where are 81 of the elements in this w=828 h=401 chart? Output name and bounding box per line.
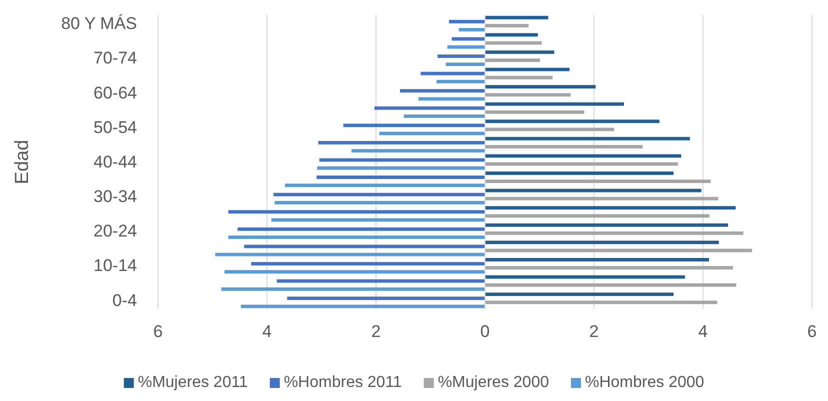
bar bbox=[317, 166, 485, 170]
bar bbox=[316, 176, 485, 179]
bar bbox=[224, 270, 485, 274]
bar bbox=[485, 110, 584, 114]
y-tick-label: 80 Y MÁS bbox=[61, 14, 137, 34]
bar bbox=[318, 140, 485, 144]
bar bbox=[485, 24, 529, 28]
y-tick-label: 10-14 bbox=[94, 256, 137, 276]
y-tick-label: 70-74 bbox=[94, 48, 137, 68]
y-tick-label: 40-44 bbox=[94, 152, 137, 172]
bar bbox=[458, 28, 485, 32]
bar bbox=[438, 54, 485, 58]
bar bbox=[485, 266, 733, 270]
x-tick-label: 4 bbox=[698, 322, 708, 341]
bar bbox=[485, 240, 719, 244]
bar bbox=[446, 62, 485, 66]
y-tick-label: 60-64 bbox=[94, 83, 137, 102]
y-tick-label: 20-24 bbox=[94, 222, 137, 241]
bar bbox=[485, 16, 548, 20]
x-tick-label: 6 bbox=[153, 322, 163, 341]
bar bbox=[228, 236, 485, 239]
bar bbox=[485, 128, 614, 132]
bar bbox=[351, 149, 485, 152]
bar bbox=[436, 80, 485, 84]
bar bbox=[343, 124, 485, 128]
bar bbox=[271, 218, 485, 222]
bar bbox=[485, 258, 709, 262]
bar bbox=[400, 89, 485, 93]
bar bbox=[274, 192, 485, 196]
bar bbox=[238, 227, 485, 231]
bar bbox=[251, 262, 485, 266]
y-tick-label: 30-34 bbox=[94, 187, 137, 206]
legend-label: %Mujeres 2000 bbox=[438, 374, 550, 391]
bar bbox=[449, 20, 485, 24]
bar bbox=[485, 180, 711, 184]
bar bbox=[485, 231, 744, 235]
bar bbox=[418, 97, 485, 101]
bar bbox=[485, 145, 643, 148]
legend-label: %Mujeres 2011 bbox=[138, 374, 248, 391]
bar bbox=[485, 136, 690, 140]
bar bbox=[284, 184, 485, 188]
bar bbox=[485, 172, 674, 175]
bar bbox=[287, 296, 485, 300]
bar bbox=[485, 223, 728, 227]
bar bbox=[485, 85, 596, 88]
bar bbox=[485, 283, 736, 287]
bar bbox=[485, 33, 538, 37]
bar bbox=[485, 102, 624, 106]
bar bbox=[276, 279, 485, 283]
bar bbox=[404, 114, 485, 118]
x-tick-label: 4 bbox=[262, 322, 272, 341]
legend-label: %Hombres 2000 bbox=[584, 374, 704, 391]
x-tick-label: 2 bbox=[371, 322, 381, 341]
bar bbox=[374, 106, 485, 110]
bar bbox=[485, 214, 710, 218]
bar bbox=[485, 206, 736, 210]
bar bbox=[485, 50, 554, 54]
bar bbox=[485, 154, 682, 158]
bar bbox=[274, 200, 485, 204]
bar bbox=[485, 93, 571, 97]
y-tick-label: 0-4 bbox=[112, 290, 137, 310]
bar bbox=[240, 304, 485, 308]
bar bbox=[215, 252, 485, 256]
x-tick-label: 2 bbox=[589, 322, 599, 341]
x-tick-label: 0 bbox=[480, 322, 490, 341]
bar bbox=[485, 196, 718, 200]
bar bbox=[244, 244, 485, 248]
y-tick-label: 50-54 bbox=[94, 118, 137, 137]
bar bbox=[221, 287, 485, 291]
bar bbox=[228, 210, 485, 214]
bar bbox=[485, 58, 540, 62]
x-tick-label: 6 bbox=[807, 322, 817, 341]
bar bbox=[485, 300, 718, 304]
bar bbox=[485, 41, 542, 45]
bar bbox=[485, 292, 674, 296]
bar bbox=[452, 37, 485, 41]
bar bbox=[485, 120, 660, 124]
y-axis-title: Edad bbox=[12, 140, 33, 184]
legend-label: %Hombres 2011 bbox=[284, 374, 402, 391]
bar bbox=[485, 76, 553, 80]
bar bbox=[485, 68, 570, 72]
